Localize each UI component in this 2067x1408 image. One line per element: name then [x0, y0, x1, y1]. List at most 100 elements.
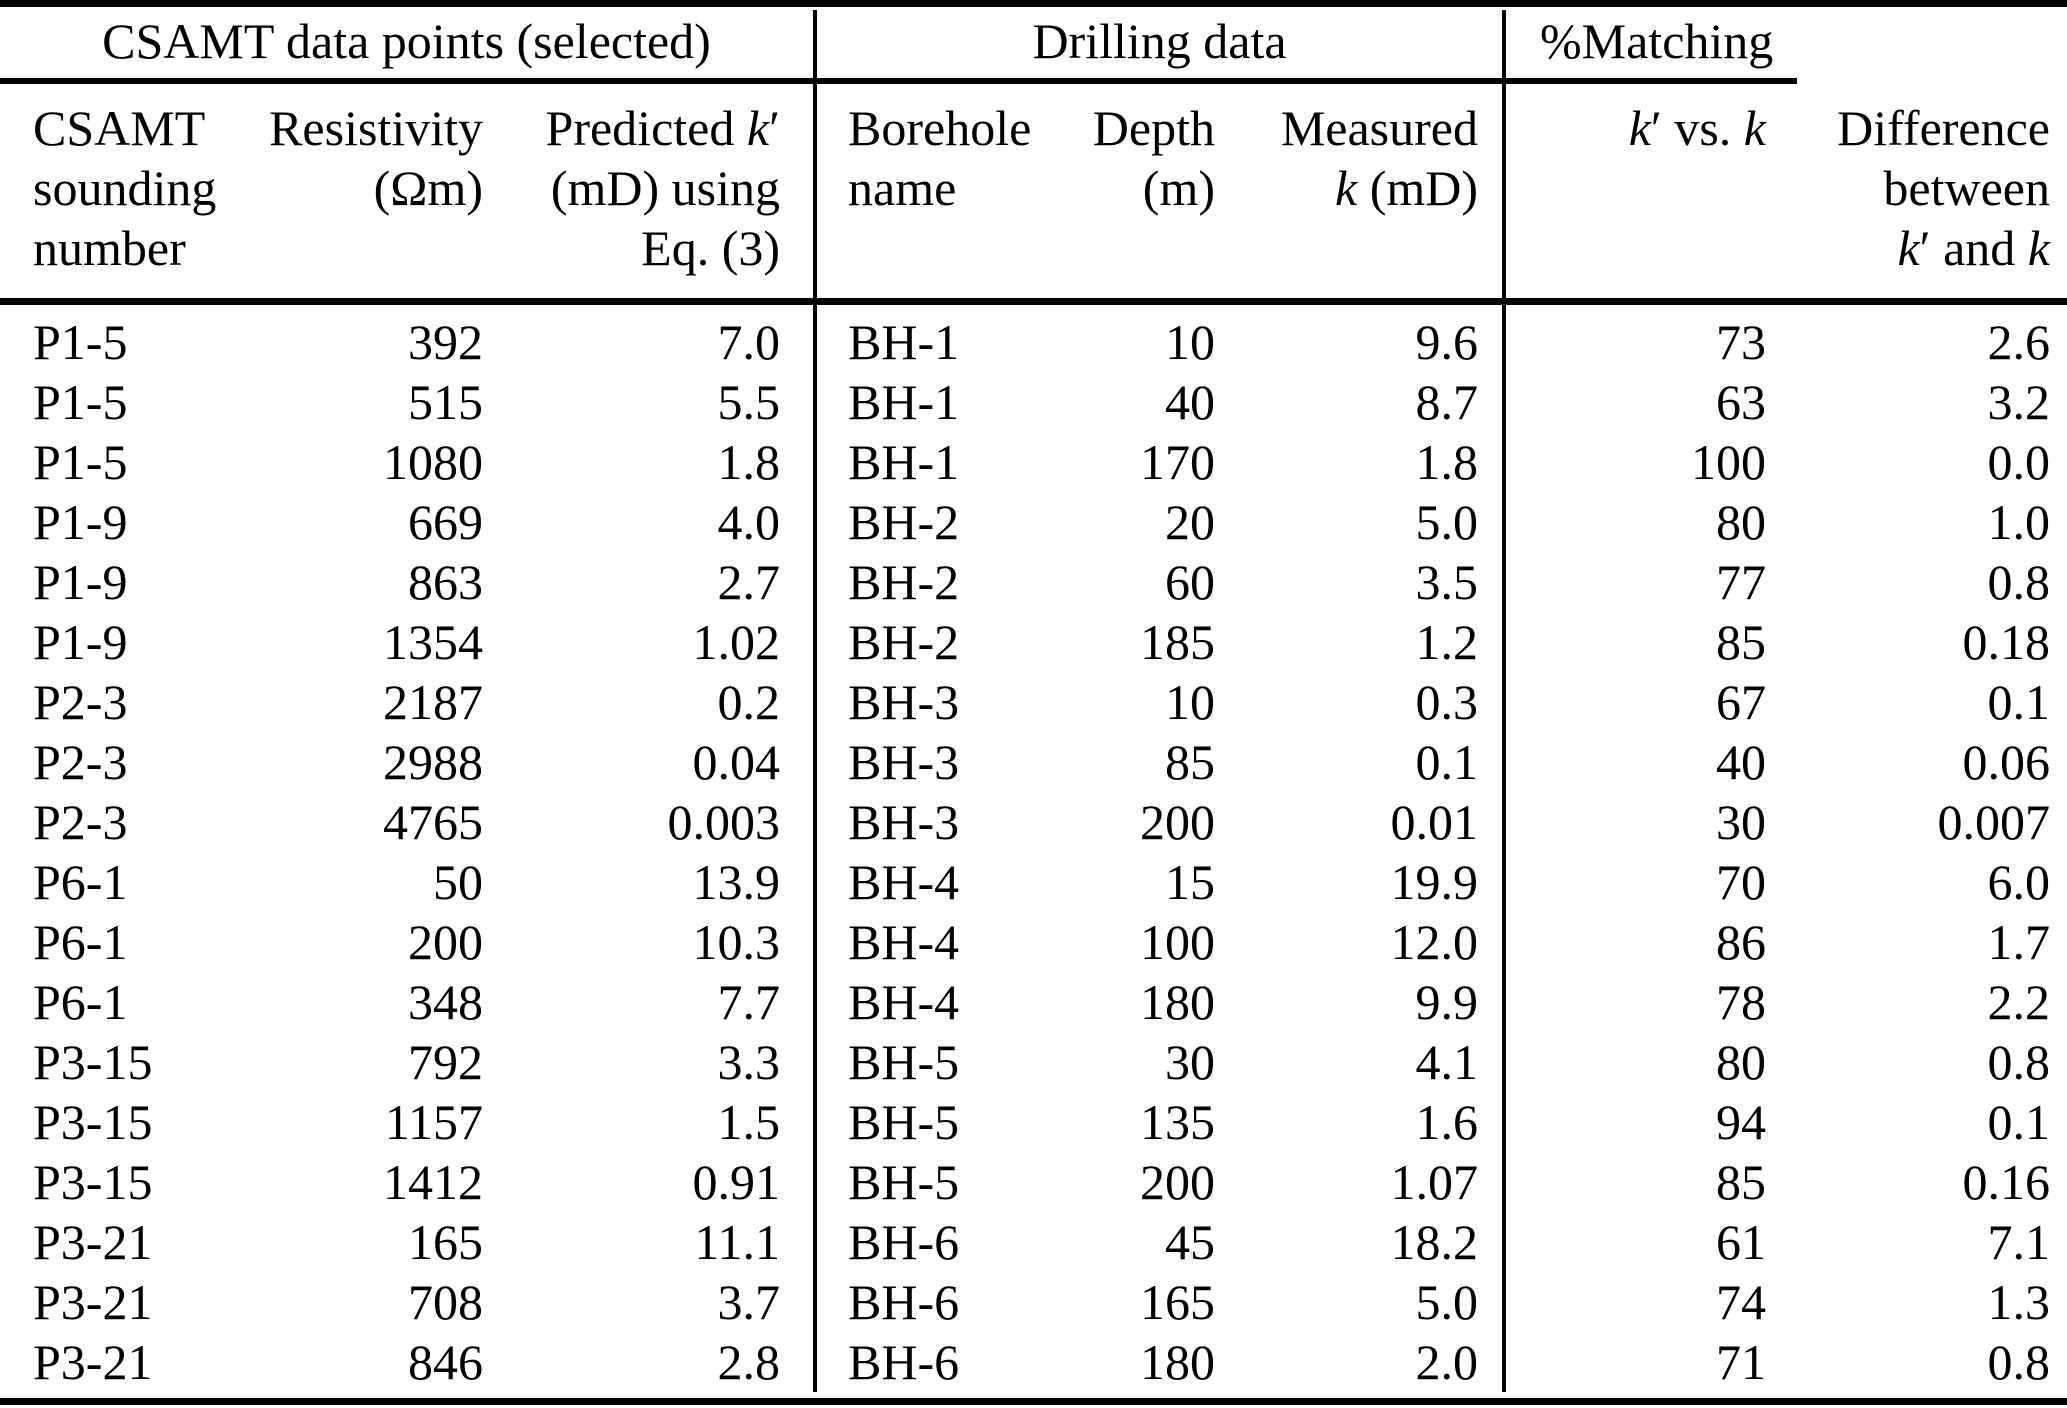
table-cell: BH-6 [848, 1274, 960, 1330]
table-cell: 1.8 [717, 434, 781, 490]
table-cell: P2-3 [33, 734, 128, 790]
table-cell: 4.1 [1415, 1034, 1479, 1090]
group-header-percent-matching: %Matching [1540, 13, 1774, 69]
table-cell: 9.6 [1415, 314, 1479, 370]
table-cell: 165 [1140, 1274, 1215, 1330]
table-cell: 18.2 [1390, 1214, 1479, 1270]
table-cell: 100 [1691, 434, 1766, 490]
table-row: P2-3 4765 0.003 BH-3 200 0.01 30 0.007 [0, 792, 2050, 852]
table-cell: 0.8 [1987, 554, 2051, 610]
table-cell: 0.007 [1937, 794, 2051, 850]
table-cell: 180 [1140, 1334, 1215, 1390]
column-header-measured-k: Measured k (mD) [1280, 100, 1478, 216]
table-cell: P6-1 [33, 914, 128, 970]
table-cell: 8.7 [1415, 374, 1479, 430]
table-cell: 3.7 [717, 1274, 781, 1330]
table-cell: 80 [1716, 1034, 1766, 1090]
table-cell: 13.9 [692, 854, 781, 910]
column-separator [1502, 10, 1506, 1392]
table-cell: 180 [1140, 974, 1215, 1030]
table-cell: BH-3 [848, 794, 960, 850]
table-cell: 2.6 [1987, 314, 2051, 370]
table-cell: 200 [1140, 794, 1215, 850]
table-cell: 0.003 [667, 794, 781, 850]
table-cell: 40 [1716, 734, 1766, 790]
table-cell: BH-4 [848, 854, 960, 910]
table-cell: 85 [1716, 1154, 1766, 1210]
table-row: P6-1 50 13.9 BH-4 15 19.9 70 6.0 [0, 852, 2050, 912]
table-cell: P1-5 [33, 314, 128, 370]
table-cell: P3-21 [33, 1334, 153, 1390]
table-cell: BH-2 [848, 614, 960, 670]
table-cell: P1-9 [33, 614, 128, 670]
table-cell: 1157 [384, 1094, 483, 1150]
table-cell: 0.3 [1415, 674, 1479, 730]
table-row: P3-21 846 2.8 BH-6 180 2.0 71 0.8 [0, 1332, 2050, 1392]
table-cell: 200 [1140, 1154, 1215, 1210]
table-cell: BH-6 [848, 1334, 960, 1390]
table-cell: 0.8 [1987, 1034, 2051, 1090]
table-cell: BH-5 [848, 1034, 960, 1090]
table-cell: 67 [1716, 674, 1766, 730]
table-cell: P1-5 [33, 434, 128, 490]
table-cell: 200 [408, 914, 483, 970]
table-cell: 45 [1165, 1214, 1215, 1270]
table-cell: 30 [1716, 794, 1766, 850]
table-cell: BH-2 [848, 554, 960, 610]
table-cell: 74 [1716, 1274, 1766, 1330]
table-cell: 0.2 [717, 674, 781, 730]
table-cell: P3-15 [33, 1034, 153, 1090]
table-cell: 10 [1165, 314, 1215, 370]
table-cell: P6-1 [33, 974, 128, 1030]
column-header-resistivity: Resistivity (Ωm) [269, 100, 483, 216]
table-cell: P1-9 [33, 494, 128, 550]
column-header-predicted-k: Predicted k′ (mD) using Eq. (3) [545, 100, 780, 276]
table-cell: BH-6 [848, 1214, 960, 1270]
column-header-difference: Difference between k′ and k [1837, 100, 2050, 276]
table-cell: 73 [1716, 314, 1766, 370]
table-cell: 0.01 [1390, 794, 1479, 850]
table-cell: P1-5 [33, 374, 128, 430]
table-cell: 846 [408, 1334, 483, 1390]
table-cell: 3.3 [717, 1034, 781, 1090]
table-cell: 2187 [383, 674, 483, 730]
table-cell: BH-1 [848, 434, 960, 490]
table-cell: 19.9 [1390, 854, 1479, 910]
table-cell: 185 [1140, 614, 1215, 670]
table-cell: 669 [408, 494, 483, 550]
table-cell: P3-21 [33, 1214, 153, 1270]
table-cell: 1.8 [1415, 434, 1479, 490]
table-cell: 7.1 [1987, 1214, 2051, 1270]
table-cell: 165 [408, 1214, 483, 1270]
table-cell: BH-4 [848, 974, 960, 1030]
table-row: P2-3 2187 0.2 BH-3 10 0.3 67 0.1 [0, 672, 2050, 732]
table-row: P1-5 515 5.5 BH-1 40 8.7 63 3.2 [0, 372, 2050, 432]
table-cell: 7.0 [717, 314, 781, 370]
table-cell: 77 [1716, 554, 1766, 610]
table-cell: 5.0 [1415, 494, 1479, 550]
column-header-k-vs-k: k′ vs. k [1628, 100, 1766, 156]
table-cell: BH-4 [848, 914, 960, 970]
table-cell: BH-1 [848, 374, 960, 430]
table-cell: P3-15 [33, 1094, 153, 1150]
table-cell: 80 [1716, 494, 1766, 550]
table-row: P1-9 863 2.7 BH-2 60 3.5 77 0.8 [0, 552, 2050, 612]
table-cell: 15 [1165, 854, 1215, 910]
table-cell: P3-15 [33, 1154, 153, 1210]
table-cell: 86 [1716, 914, 1766, 970]
table-cell: 1412 [383, 1154, 483, 1210]
table-row: P1-9 1354 1.02 BH-2 185 1.2 85 0.18 [0, 612, 2050, 672]
column-header-rule [0, 298, 2067, 305]
table-cell: 10.3 [692, 914, 781, 970]
table-cell: 12.0 [1390, 914, 1479, 970]
table-cell: 30 [1165, 1034, 1215, 1090]
table-cell: 792 [408, 1034, 483, 1090]
table-cell: 2.0 [1415, 1334, 1479, 1390]
table-cell: 4.0 [717, 494, 781, 550]
table-cell: 0.18 [1962, 614, 2051, 670]
table-cell: 60 [1165, 554, 1215, 610]
table-cell: 71 [1716, 1334, 1766, 1390]
table-cell: 1.2 [1415, 614, 1479, 670]
table-row: P2-3 2988 0.04 BH-3 85 0.1 40 0.06 [0, 732, 2050, 792]
